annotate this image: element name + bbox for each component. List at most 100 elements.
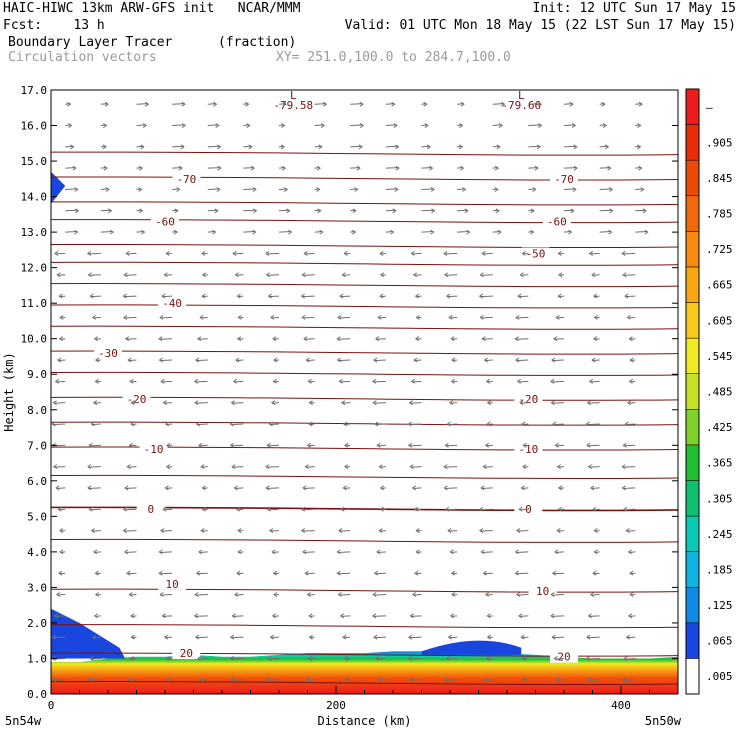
contour-line xyxy=(51,652,678,657)
vector-arrow xyxy=(301,295,315,298)
vector-arrow xyxy=(553,423,565,426)
vector-arrowhead xyxy=(286,208,291,214)
vector-arrowhead xyxy=(338,378,343,384)
vector-arrowhead xyxy=(372,400,377,406)
vector-arrow xyxy=(516,594,529,596)
vector-arrowhead xyxy=(551,634,556,640)
colorbar-label: .725 xyxy=(706,243,733,256)
vector-arrow xyxy=(446,657,458,660)
vector-arrow xyxy=(65,167,76,169)
vector-arrowhead xyxy=(252,229,257,235)
vector-arrow xyxy=(230,444,244,447)
vector-arrow xyxy=(172,103,185,105)
vector-arrowhead xyxy=(307,656,312,661)
vector-arrow xyxy=(136,103,149,105)
colorbar-swatch xyxy=(685,409,700,446)
vector-arrow xyxy=(444,466,458,468)
vector-arrowhead xyxy=(337,314,342,320)
colorbar-swatch xyxy=(685,586,700,624)
vector-arrow xyxy=(87,252,101,255)
vector-arrowhead xyxy=(351,229,357,235)
vector-arrowhead xyxy=(625,634,630,640)
vector-arrow xyxy=(195,359,208,362)
vector-arrowhead xyxy=(372,592,377,597)
low-marker-symbol: L xyxy=(518,89,525,102)
vector-arrow xyxy=(267,508,280,511)
vector-arrow xyxy=(100,209,112,212)
vector-arrowhead xyxy=(201,251,206,256)
vector-arrowhead xyxy=(270,314,275,320)
vector-arrowhead xyxy=(557,251,562,256)
vector-arrowhead xyxy=(554,442,559,448)
vector-arrowhead xyxy=(316,187,321,192)
vector-arrowhead xyxy=(443,464,448,470)
vector-arrowhead xyxy=(460,165,465,171)
vector-arrowhead xyxy=(395,144,400,150)
vector-arrow xyxy=(622,487,636,490)
colorbar-label: .605 xyxy=(706,314,733,327)
x-axis-title: Distance (km) xyxy=(318,714,412,728)
vector-arrowhead xyxy=(109,229,115,235)
vector-arrowhead xyxy=(193,378,199,384)
vector-arrowhead xyxy=(414,506,419,512)
vector-arrowhead xyxy=(393,123,398,128)
vector-arrowhead xyxy=(494,165,500,171)
vector-arrowhead xyxy=(217,165,222,171)
vector-arrowhead xyxy=(495,208,500,214)
vector-arrowhead xyxy=(482,464,487,470)
y-tick-label: 8.0 xyxy=(27,404,47,417)
vector-arrow xyxy=(373,402,386,404)
vector-arrowhead xyxy=(166,442,171,448)
vector-arrow xyxy=(599,231,612,233)
colorbar-label: .665 xyxy=(706,279,733,292)
vector-arrowhead xyxy=(90,421,95,427)
vector-arrow xyxy=(124,274,137,276)
vector-arrow xyxy=(302,274,315,276)
vector-arrow xyxy=(231,402,244,404)
vector-arrowhead xyxy=(392,208,397,214)
vector-arrowhead xyxy=(194,357,200,363)
model-title: HAIC-HIWC 13km ARW-GFS init NCAR/MMM xyxy=(3,1,301,16)
vector-arrowhead xyxy=(265,272,271,278)
vector-arrow xyxy=(243,188,256,190)
vector-arrowhead xyxy=(593,549,598,555)
vector-arrow xyxy=(54,252,66,255)
vector-arrowhead xyxy=(629,570,634,576)
vector-arrowhead xyxy=(408,677,413,683)
vector-arrowhead xyxy=(486,400,491,406)
vector-arrow xyxy=(622,466,636,468)
vector-arrow xyxy=(586,636,600,639)
vector-arrowhead xyxy=(414,570,419,576)
vector-arrow xyxy=(194,615,208,617)
vector-arrow xyxy=(161,380,173,383)
vector-arrow xyxy=(586,657,600,660)
vector-arrow xyxy=(162,295,173,298)
vector-arrowhead xyxy=(426,144,431,150)
vector-arrowhead xyxy=(130,421,135,427)
contour-line xyxy=(51,304,678,309)
vector-arrow xyxy=(375,338,386,340)
vector-arrowhead xyxy=(337,592,342,597)
y-axis-title: Height (km) xyxy=(2,352,16,431)
vector-arrowhead xyxy=(517,293,522,299)
vector-arrowhead xyxy=(55,592,61,597)
vector-arrow xyxy=(551,594,565,596)
vector-arrowhead xyxy=(53,613,58,619)
vector-arrowhead xyxy=(519,272,524,278)
vector-arrowhead xyxy=(451,357,456,363)
vector-arrowhead xyxy=(201,293,206,299)
vector-arrowhead xyxy=(122,528,127,533)
vector-arrowhead xyxy=(623,656,628,661)
vector-arrow xyxy=(126,252,137,255)
vector-arrow xyxy=(278,209,290,212)
vector-arrowhead xyxy=(195,421,200,427)
vector-arrowhead xyxy=(408,400,413,406)
vector-arrowhead xyxy=(173,229,179,235)
vector-name: Circulation vectors xyxy=(8,50,157,65)
vector-arrow xyxy=(314,103,327,105)
vector-arrowhead xyxy=(336,570,341,576)
vector-arrow xyxy=(337,359,351,362)
vector-arrow xyxy=(230,657,244,660)
vector-arrowhead xyxy=(128,592,133,597)
vector-arrow xyxy=(350,103,363,105)
